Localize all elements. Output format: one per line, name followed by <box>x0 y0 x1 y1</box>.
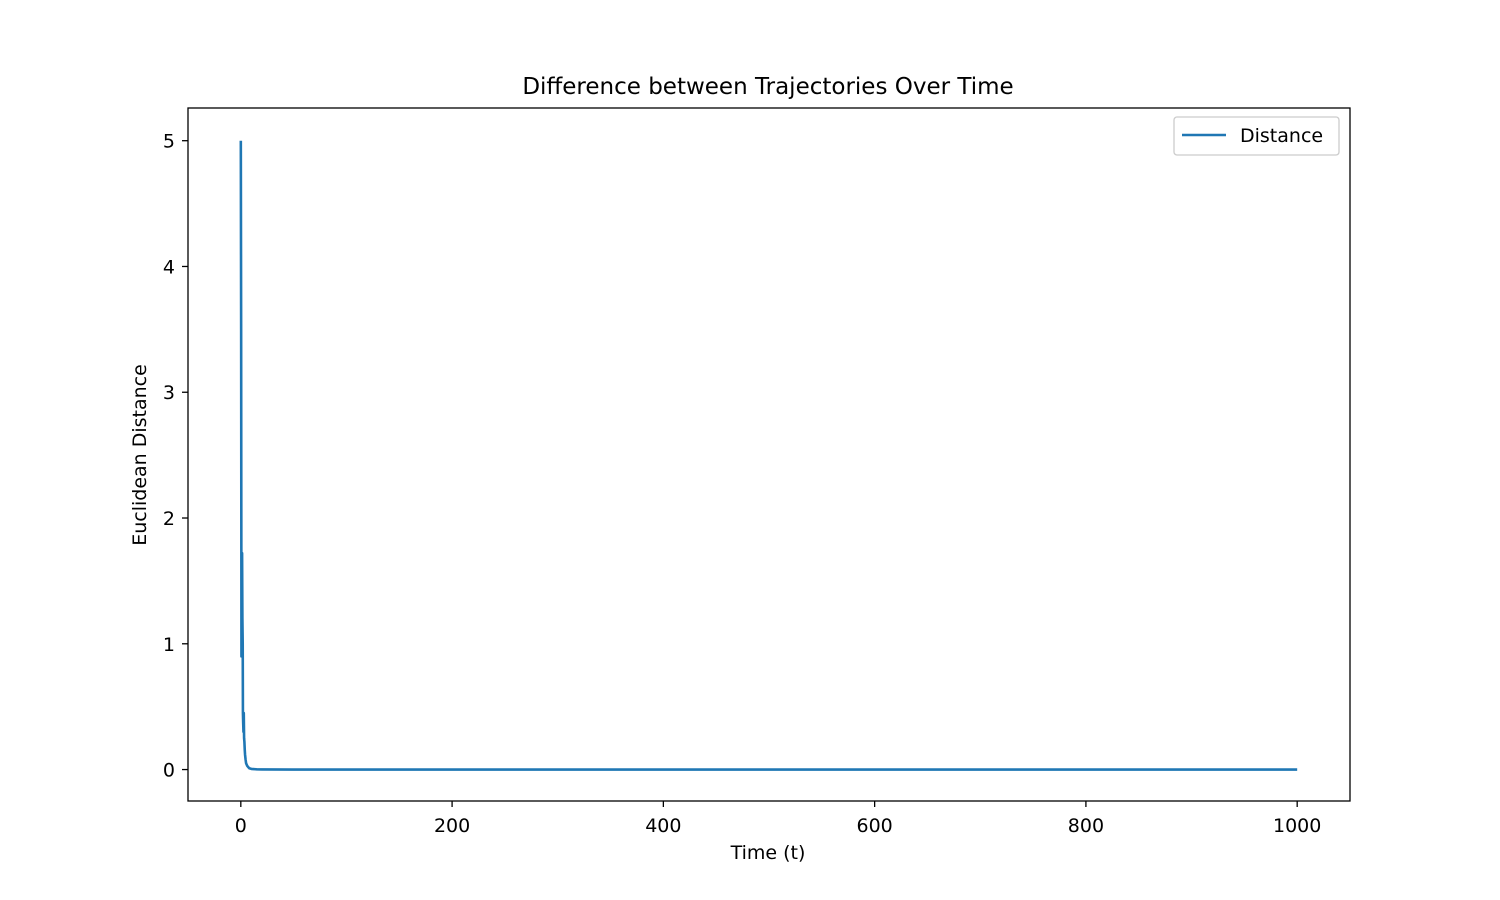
x-tick-label: 200 <box>434 815 470 837</box>
plot-area <box>187 107 1351 802</box>
y-tick-label: 4 <box>163 256 175 278</box>
legend-box <box>1173 116 1340 156</box>
x-axis-ticks: 0 200 400 600 800 1000 <box>235 801 1321 837</box>
y-tick-label: 3 <box>163 382 175 404</box>
y-tick-label: 0 <box>163 760 175 782</box>
x-tick-label: 400 <box>645 815 681 837</box>
y-tick-label: 2 <box>163 508 175 530</box>
legend: Distance <box>1173 116 1340 156</box>
y-tick-label: 5 <box>163 131 175 153</box>
plot-frame <box>187 107 1351 802</box>
x-tick-label: 1000 <box>1273 815 1321 837</box>
x-tick-label: 600 <box>857 815 893 837</box>
x-axis-label: Time (t) <box>730 842 806 864</box>
y-axis-ticks: 0 1 2 3 4 5 <box>163 131 188 782</box>
x-tick-label: 0 <box>235 815 247 837</box>
y-axis-label: Euclidean Distance <box>129 364 151 546</box>
chart-title: Difference between Trajectories Over Tim… <box>522 74 1013 100</box>
series-line-distance <box>239 140 1298 771</box>
legend-label-distance: Distance <box>1240 125 1323 147</box>
x-tick-label: 800 <box>1068 815 1104 837</box>
y-tick-label: 1 <box>163 634 175 656</box>
